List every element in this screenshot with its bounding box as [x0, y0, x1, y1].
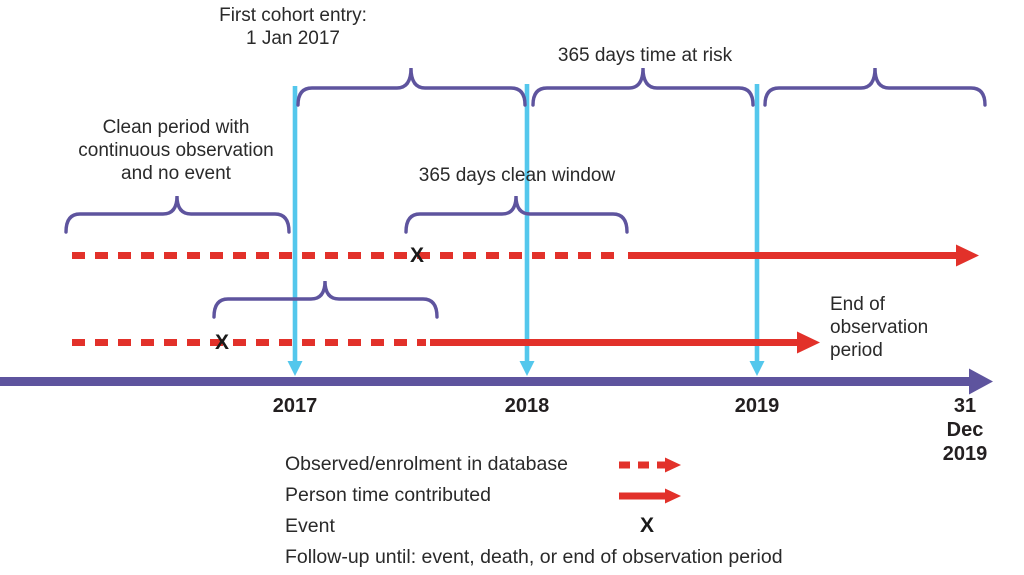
legend-label-event: Event [285, 515, 335, 537]
year-arrow-2019 [749, 84, 765, 376]
event-marker-person2: X [214, 331, 230, 354]
clean-window-brace [404, 195, 629, 234]
axis-tick-2018: 2018 [504, 395, 550, 417]
clean-period-label: Clean period with continuous observation… [78, 117, 274, 185]
year-arrow-2018 [519, 84, 535, 376]
axis-tick-2019: 2019 [734, 395, 780, 417]
end-of-observation-label: End of observation period [830, 294, 929, 362]
calendar-axis [0, 368, 993, 395]
time-at-risk-label: 365 days time at risk [557, 45, 733, 66]
clean-window-label: 365 days clean window [418, 165, 616, 186]
cohort-entry-arrow-2017 [287, 86, 303, 376]
time-at-risk-brace-2019 [763, 67, 987, 107]
axis-end-label: 31 Dec 2019 [942, 395, 988, 465]
solid-arrow-icon [619, 488, 681, 504]
first-cohort-entry-label: First cohort entry: 1 Jan 2017 [219, 5, 367, 50]
person1-timeline [72, 244, 979, 267]
axis-tick-2017: 2017 [272, 395, 318, 417]
event-x-icon: X [640, 514, 655, 537]
clean-window-brace-person2 [212, 280, 439, 319]
clean-period-brace [64, 195, 291, 234]
event-marker-person1: X [409, 244, 425, 267]
dashed-arrow-icon [619, 457, 681, 473]
legend-label-person-time: Person time contributed [285, 484, 491, 506]
legend-label-followup: Follow-up until: event, death, or end of… [285, 546, 783, 568]
legend-label-observed: Observed/enrolment in database [285, 453, 568, 475]
person2-timeline [72, 331, 820, 354]
time-at-risk-brace-2017 [296, 67, 527, 107]
time-at-risk-brace-2018 [531, 67, 755, 107]
